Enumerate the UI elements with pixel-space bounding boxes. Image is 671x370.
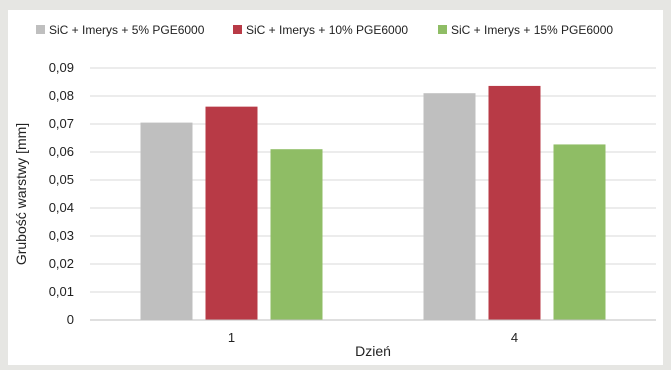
- y-tick-label: 0,01: [49, 284, 74, 299]
- legend-label: SiC + Imerys + 5% PGE6000: [49, 23, 205, 37]
- y-tick-label: 0,04: [49, 200, 74, 215]
- bars: [140, 85, 606, 320]
- x-tick-label: 1: [228, 330, 235, 345]
- y-tick-label: 0,09: [49, 60, 74, 75]
- bar: [423, 93, 476, 320]
- legend-label: SiC + Imerys + 15% PGE6000: [451, 23, 613, 37]
- bar: [140, 122, 193, 320]
- bar: [205, 106, 258, 320]
- y-axis-title: Grubość warstwy [mm]: [13, 123, 29, 265]
- legend-label: SiC + Imerys + 10% PGE6000: [246, 23, 408, 37]
- chart-frame: SiC + Imerys + 5% PGE6000 SiC + Imerys + …: [8, 10, 663, 365]
- y-axis-ticks: 0 0,01 0,02 0,03 0,04 0,05 0,06 0,07 0,08 0,09: [49, 60, 74, 327]
- legend-swatch: [438, 25, 447, 34]
- legend-swatch: [233, 25, 242, 34]
- x-tick-label: 4: [511, 330, 518, 345]
- legend-swatch: [36, 25, 45, 34]
- bar: [488, 85, 541, 320]
- legend: SiC + Imerys + 5% PGE6000 SiC + Imerys + …: [36, 23, 613, 37]
- y-tick-label: 0,08: [49, 88, 74, 103]
- y-tick-label: 0,06: [49, 144, 74, 159]
- x-axis-title: Dzień: [355, 343, 391, 359]
- y-tick-label: 0,05: [49, 172, 74, 187]
- y-tick-label: 0: [67, 312, 74, 327]
- bar: [553, 144, 606, 320]
- y-tick-label: 0,02: [49, 256, 74, 271]
- bar-chart: SiC + Imerys + 5% PGE6000 SiC + Imerys + …: [13, 23, 656, 359]
- bar: [270, 149, 323, 320]
- y-tick-label: 0,03: [49, 228, 74, 243]
- y-tick-label: 0,07: [49, 116, 74, 131]
